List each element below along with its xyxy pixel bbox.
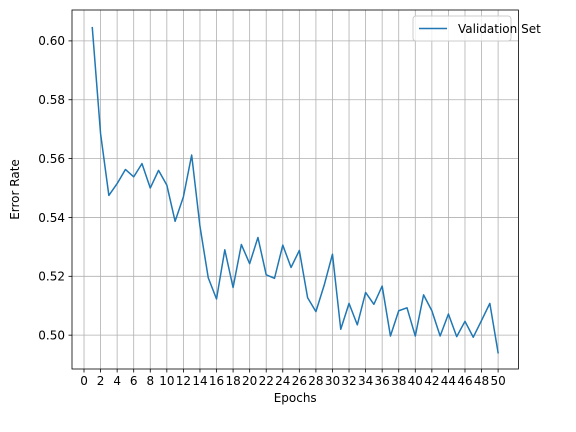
x-tick-label: 4 [113, 374, 121, 388]
x-tick-label: 8 [146, 374, 154, 388]
grid [72, 10, 519, 369]
plot-frame [71, 9, 519, 370]
series-line-0 [91, 26, 499, 354]
y-axis-ticks: 0.50 0.52 0.54 0.56 0.58 0.60 [38, 34, 72, 342]
x-tick-label: 22 [259, 374, 274, 388]
x-tick-label: 0 [80, 374, 88, 388]
x-tick-label: 24 [275, 374, 290, 388]
y-tick-label: 0.56 [38, 152, 65, 166]
x-tick-label: 44 [441, 374, 456, 388]
x-tick-label: 16 [209, 374, 224, 388]
legend: Validation Set [412, 15, 541, 42]
y-tick-label: 0.50 [38, 328, 65, 342]
y-tick-label: 0.54 [38, 211, 65, 225]
x-axis-label: Epochs [274, 391, 317, 405]
x-tick-label: 42 [424, 374, 439, 388]
x-tick-label: 48 [474, 374, 489, 388]
legend-entry-validation-set: Validation Set [458, 22, 541, 36]
y-tick-label: 0.52 [38, 270, 65, 284]
y-axis-label: Error Rate [8, 159, 22, 220]
legend-box [412, 15, 512, 42]
x-tick-label: 50 [490, 374, 505, 388]
x-tick-label: 46 [457, 374, 472, 388]
x-tick-label: 14 [192, 374, 207, 388]
x-tick-label: 10 [159, 374, 174, 388]
x-tick-label: 2 [97, 374, 105, 388]
x-tick-label: 26 [292, 374, 307, 388]
x-tick-label: 40 [408, 374, 423, 388]
y-tick-label: 0.58 [38, 93, 65, 107]
x-tick-label: 30 [325, 374, 340, 388]
x-tick-label: 20 [242, 374, 257, 388]
x-tick-label: 38 [391, 374, 406, 388]
x-tick-label: 28 [308, 374, 323, 388]
x-axis-ticks: 0 2 4 6 8 10 12 14 16 18 20 22 24 26 28 30 32 34 36 38 40 42 4… [80, 369, 506, 388]
x-tick-label: 12 [176, 374, 191, 388]
x-tick-label: 36 [375, 374, 390, 388]
x-tick-label: 18 [225, 374, 240, 388]
y-tick-label: 0.60 [38, 34, 65, 48]
x-tick-label: 6 [130, 374, 138, 388]
series-layer [91, 26, 499, 354]
x-tick-label: 32 [341, 374, 356, 388]
x-tick-label: 34 [358, 374, 373, 388]
